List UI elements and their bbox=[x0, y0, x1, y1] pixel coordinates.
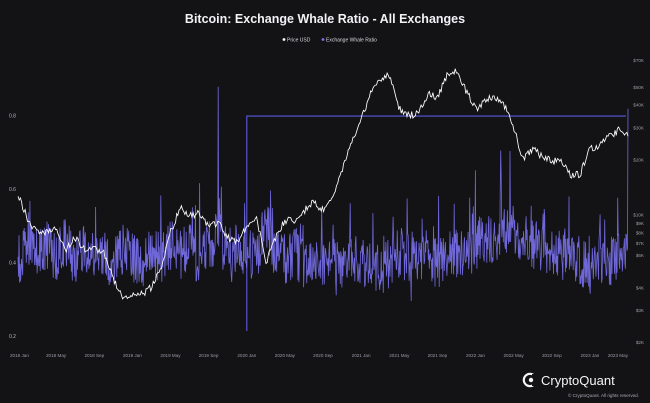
brand-logo: CryptoQuant bbox=[522, 372, 615, 388]
right-tick-label: $70K bbox=[633, 58, 645, 63]
right-tick-label: $6K bbox=[636, 253, 645, 258]
x-tick-label: 2021 Sep bbox=[428, 353, 448, 358]
x-tick-label: 2020 Jan bbox=[237, 353, 256, 358]
right-tick-label: $3K bbox=[636, 308, 645, 313]
legend-price-label[interactable]: Price USD bbox=[287, 37, 311, 43]
x-tick-label: 2018 Sep bbox=[84, 353, 104, 358]
x-tick-label: 2018 Jan bbox=[10, 353, 29, 358]
left-tick-label: 0.4 bbox=[9, 261, 16, 267]
left-tick-label: 0.8 bbox=[9, 114, 16, 120]
x-tick-label: 2022 May bbox=[504, 353, 525, 358]
series-exchange-whale-ratio bbox=[17, 86, 629, 302]
x-axis: 2018 Jan 2018 May 2018 Sep 2019 Jan 2019 May… bbox=[10, 353, 629, 358]
left-tick-label: 0.2 bbox=[9, 334, 16, 340]
x-tick-label: 2019 May bbox=[160, 353, 181, 358]
x-tick-label: 2020 Sep bbox=[313, 353, 333, 358]
left-axis: 0.2 0.4 0.6 0.8 bbox=[9, 114, 16, 340]
right-tick-label: $50K bbox=[633, 85, 645, 90]
x-tick-label: 2023 May bbox=[608, 353, 629, 358]
x-tick-label: 2022 Sep bbox=[542, 353, 562, 358]
left-tick-label: 0.6 bbox=[9, 187, 16, 193]
series-price-usd bbox=[17, 68, 629, 300]
right-axis: $2K $3K $4K $6K $7K $8K $9K $10K $20K $30K $40K $50… bbox=[633, 58, 645, 345]
x-tick-label: 2021 May bbox=[389, 353, 410, 358]
chart-title: Bitcoin: Exchange Whale Ratio - All Exch… bbox=[185, 12, 465, 26]
x-tick-label: 2023 Jan bbox=[580, 353, 599, 358]
plot-area bbox=[17, 68, 629, 331]
brand-name: CryptoQuant bbox=[541, 373, 615, 388]
right-tick-label: $9K bbox=[636, 221, 645, 226]
x-tick-label: 2019 Jan bbox=[123, 353, 142, 358]
cryptoquant-logo-icon bbox=[522, 372, 538, 388]
right-tick-label: $40K bbox=[633, 103, 645, 108]
legend-whale-swatch bbox=[321, 38, 325, 41]
right-tick-label: $10K bbox=[633, 213, 645, 218]
right-tick-label: $30K bbox=[633, 125, 645, 130]
right-tick-label: $8K bbox=[636, 230, 645, 235]
right-tick-label: $20K bbox=[633, 158, 645, 163]
chart-legend: Price USD Exchange Whale Ratio bbox=[282, 37, 377, 43]
right-tick-label: $4K bbox=[636, 285, 645, 290]
right-tick-label: $7K bbox=[636, 241, 645, 246]
x-tick-label: 2021 Jan bbox=[352, 353, 371, 358]
legend-whale-label[interactable]: Exchange Whale Ratio bbox=[326, 37, 377, 43]
x-tick-label: 2020 May bbox=[275, 353, 296, 358]
legend-price-swatch bbox=[282, 38, 286, 41]
copyright-text: © CryptoQuant. All rights reserved. bbox=[568, 392, 639, 398]
x-tick-label: 2019 Sep bbox=[199, 353, 219, 358]
x-tick-label: 2022 Jan bbox=[466, 353, 485, 358]
x-tick-label: 2018 May bbox=[46, 353, 67, 358]
right-tick-label: $2K bbox=[636, 340, 645, 345]
